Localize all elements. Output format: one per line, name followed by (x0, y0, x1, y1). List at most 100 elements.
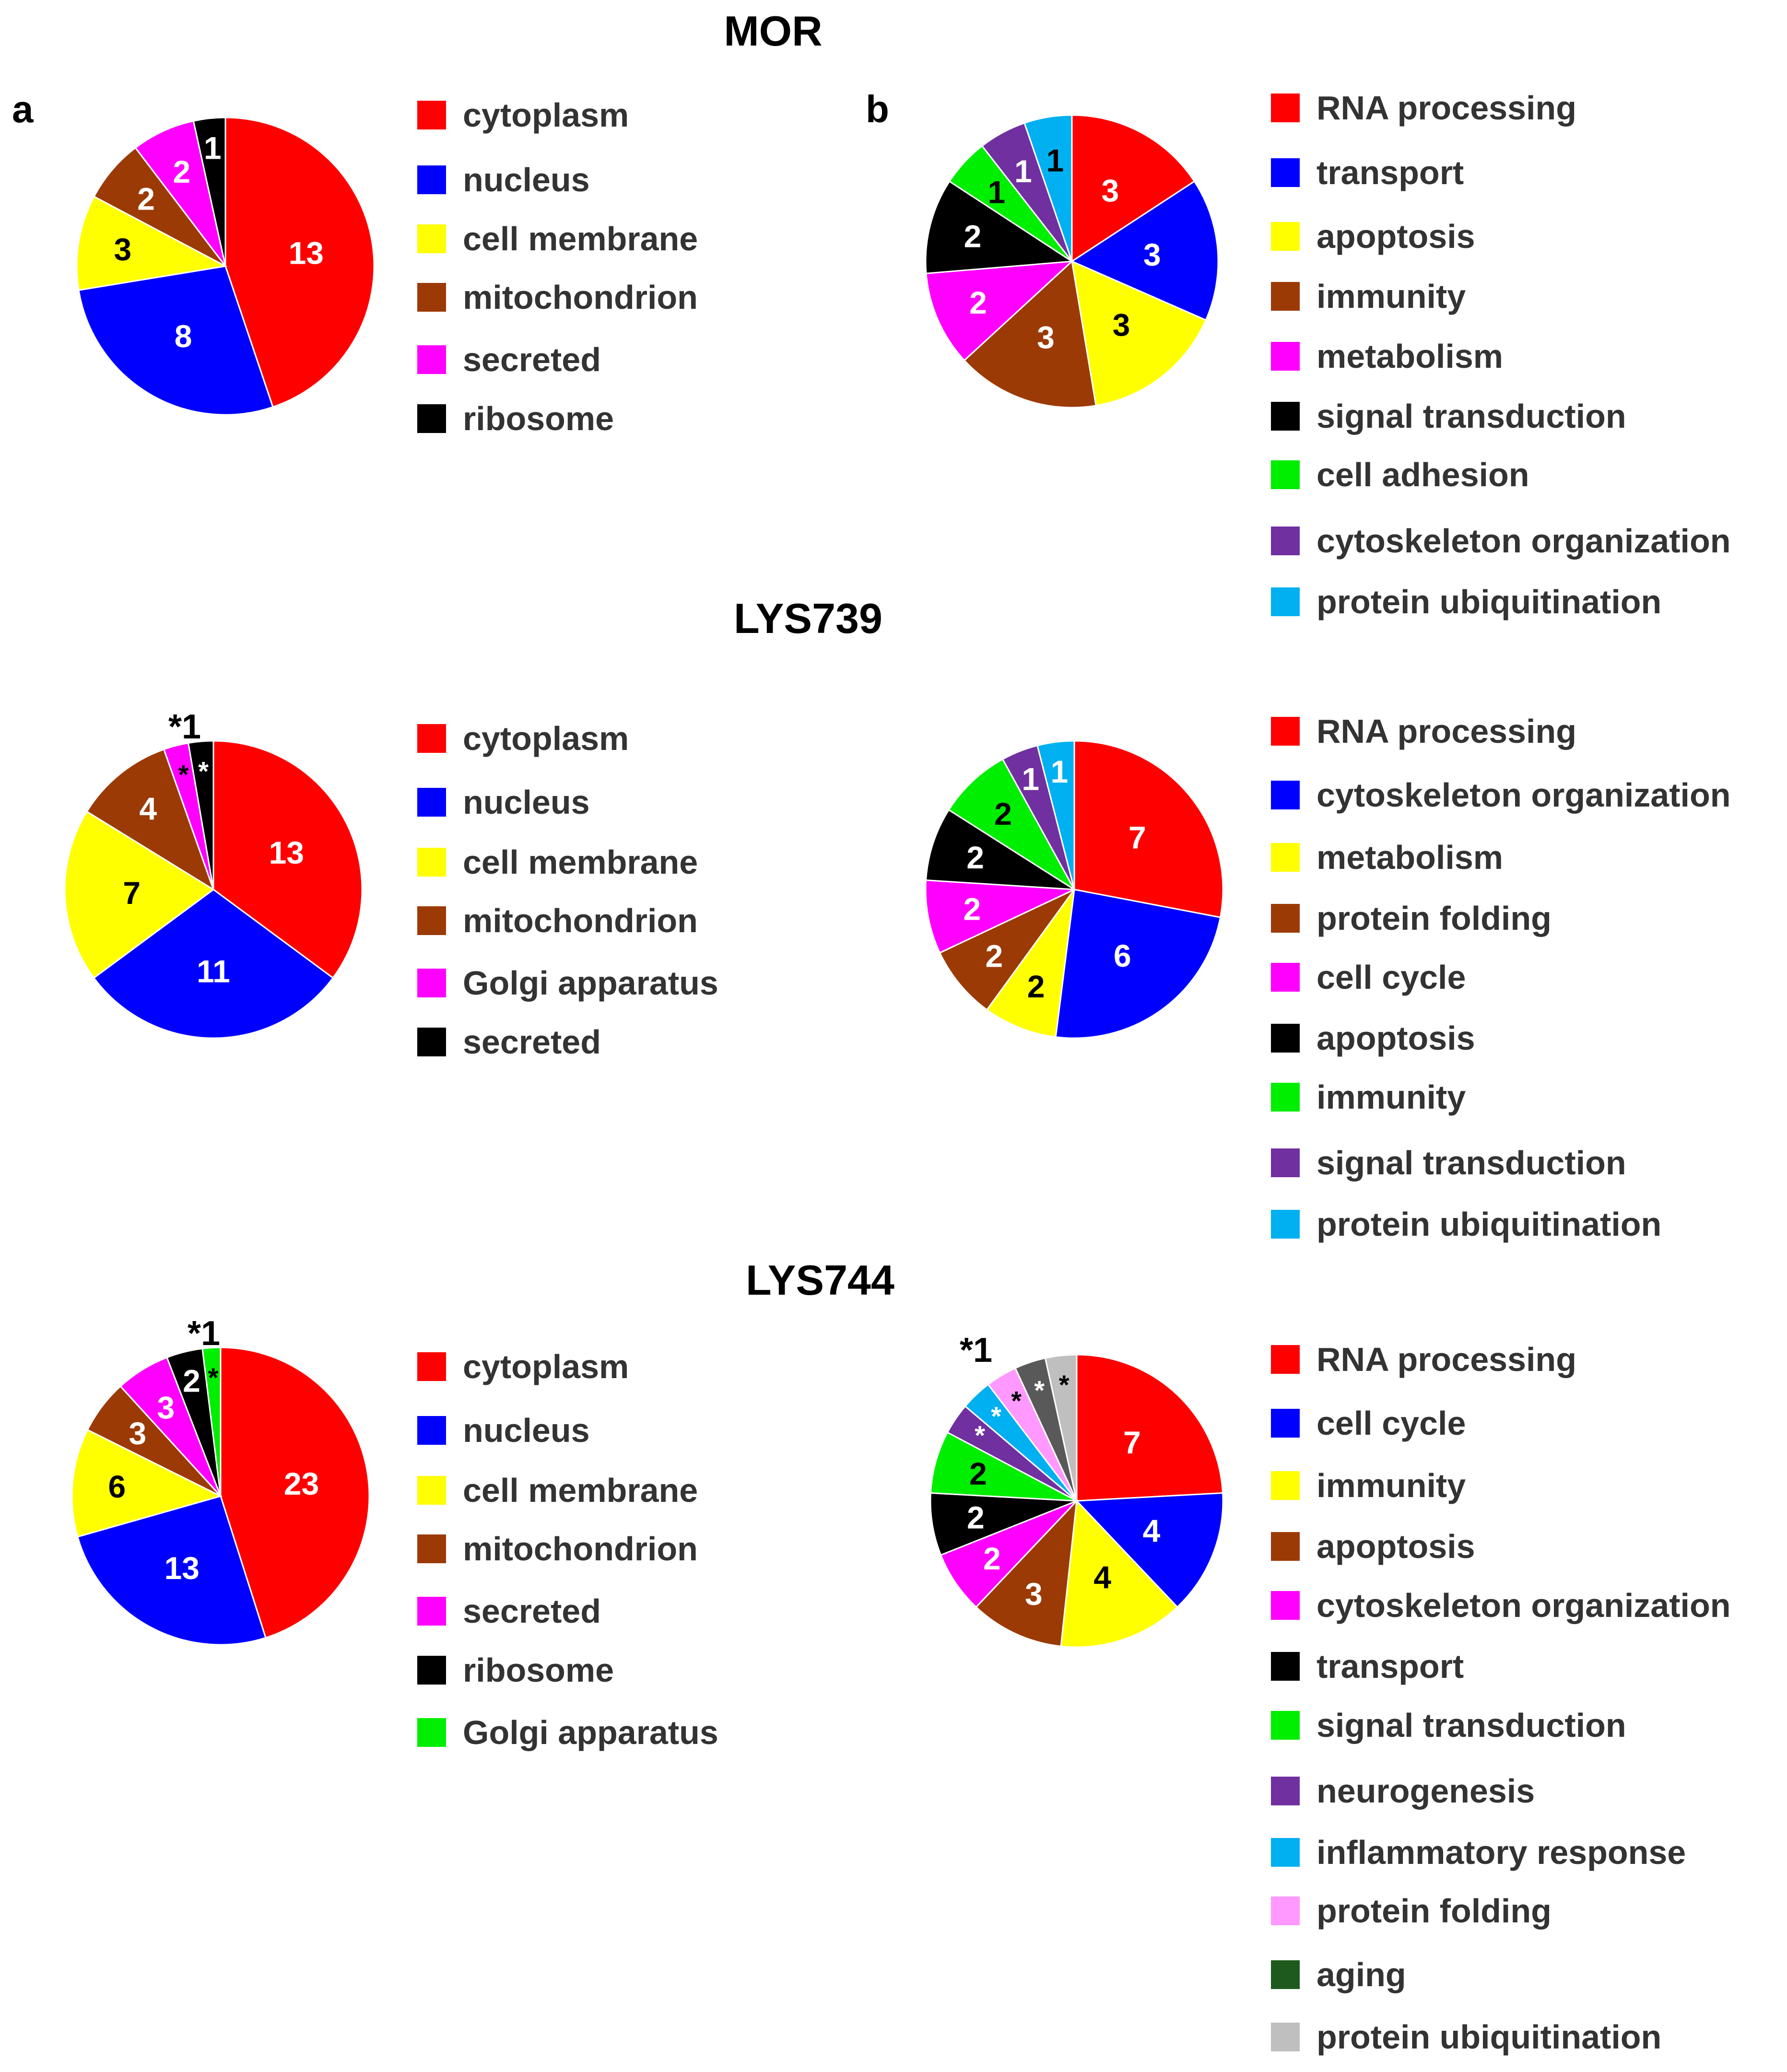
legend-label-signal-transduction: signal transduction (1317, 1144, 1626, 1182)
pie-slice-cell-membrane (71, 1428, 223, 1538)
slice-value-cell-cycle: 2 (963, 891, 981, 927)
legend-swatch-neurogenesis (1271, 1777, 1300, 1805)
legend-label-cytoskeleton-organization: cytoskeleton organization (1317, 776, 1730, 814)
group-title-lys739: LYS739 (734, 595, 882, 642)
slice-value-golgi-apparatus: * (208, 1362, 219, 1393)
pie-slice-rna-processing (1073, 740, 1224, 918)
legend-swatch-secreted (417, 345, 446, 374)
slice-value-nucleus: 13 (165, 1550, 200, 1586)
legend-swatch-mitochondrion (417, 1534, 446, 1563)
legend-swatch-cell-membrane (417, 848, 446, 877)
slice-value-cytoskeleton-organization: 6 (1114, 938, 1131, 973)
legend-label-transport: transport (1317, 154, 1464, 191)
legend-label-secreted: secreted (463, 1023, 601, 1061)
legend-swatch-rna-processing (1271, 717, 1300, 746)
slice-value-protein-folding: 2 (985, 938, 1003, 973)
legend-label-metabolism: metabolism (1317, 338, 1503, 375)
slice-value-protein-ubiquitination: * (1059, 1370, 1070, 1400)
pie-slice-metabolism (925, 260, 1074, 362)
pie-slice-cytoskeleton-organization (940, 1500, 1078, 1608)
slice-value-cytoskeleton-organization: 1 (1014, 153, 1032, 189)
slice-value-apoptosis: 2 (966, 840, 984, 875)
pie-slice-nucleus (78, 265, 274, 416)
pie-slice-immunity (963, 260, 1097, 409)
legend-swatch-cytoskeleton-organization (1271, 781, 1300, 809)
legend-swatch-cytoplasm (417, 724, 446, 753)
legend-swatch-protein-ubiquitination (1271, 2023, 1300, 2051)
slice-value-secreted: 3 (157, 1390, 175, 1426)
pie-slice-metabolism (986, 889, 1075, 1038)
slice-value-cell-membrane: 6 (108, 1469, 126, 1504)
slice-value-cell-adhesion: 1 (988, 174, 1006, 210)
outside-note: *1 (188, 1314, 220, 1353)
legend-label-secreted: secreted (463, 1592, 601, 1630)
legend-label-secreted: secreted (463, 341, 601, 378)
slice-value-cell-membrane: 7 (123, 875, 141, 911)
legend-label-transport: transport (1317, 1648, 1464, 1685)
panel-label-b: b (866, 88, 889, 130)
legend-label-cell-cycle: cell cycle (1317, 1405, 1466, 1442)
pie-slice-cytoplasm (212, 740, 363, 979)
slice-value-transport: 2 (967, 1500, 985, 1535)
legend-label-nucleus: nucleus (463, 1412, 590, 1449)
legend-swatch-immunity (1271, 1083, 1300, 1112)
legend-label-protein-ubiquitination: protein ubiquitination (1317, 1206, 1661, 1243)
legend-label-inflammatory-response: inflammatory response (1317, 1834, 1686, 1871)
outside-note: *1 (960, 1331, 992, 1370)
pie-slice-cytoskeleton-organization (1055, 889, 1222, 1039)
legend-label-mitochondrion: mitochondrion (463, 902, 698, 939)
slice-value-immunity: 3 (1037, 320, 1055, 355)
legend-label-cytoplasm: cytoplasm (463, 1348, 629, 1385)
legend-label-cell-cycle: cell cycle (1317, 959, 1466, 996)
legend-swatch-ribosome (417, 404, 446, 433)
pie-slice-protein-ubiquitination (1023, 114, 1073, 262)
group-title-mor: MOR (724, 7, 822, 55)
legend-swatch-nucleus (417, 788, 446, 817)
slice-value-rna-processing: 7 (1123, 1425, 1141, 1460)
legend-label-mitochondrion: mitochondrion (463, 279, 698, 316)
slice-value-cell-cycle: 4 (1142, 1513, 1160, 1548)
pie-slice-protein-ubiquitination (1044, 1354, 1078, 1501)
legend-swatch-cell-membrane (417, 1476, 446, 1505)
legend-swatch-nucleus (417, 165, 446, 194)
slice-value-ribosome: 1 (204, 130, 222, 166)
legend-swatch-apoptosis (1271, 1532, 1300, 1561)
pie-slice-secreted (134, 120, 226, 267)
legend-swatch-nucleus (417, 1416, 446, 1445)
slice-value-apoptosis: 3 (1113, 307, 1130, 342)
pie-chart-mor-b: 3 RNA processing 3 transport 3 apoptosis 3 immu… (925, 89, 1730, 620)
slice-value-immunity: 4 (1093, 1559, 1111, 1595)
legend-swatch-metabolism (1271, 843, 1300, 872)
legend-label-cell-membrane: cell membrane (463, 220, 698, 258)
slice-value-metabolism: 2 (1027, 969, 1045, 1004)
pie-slice-ribosome (192, 117, 226, 267)
slice-value-cytoplasm: 13 (269, 835, 304, 870)
slice-value-secreted: * (198, 756, 209, 786)
legend-swatch-rna-processing (1271, 94, 1300, 122)
legend-swatch-ribosome (417, 1656, 446, 1685)
legend-swatch-apoptosis (1271, 222, 1300, 251)
legend-label-immunity: immunity (1317, 1467, 1466, 1504)
legend-label-signal-transduction: signal transduction (1317, 398, 1626, 435)
pie-slice-immunity (1060, 1499, 1178, 1648)
pie-slice-rna-processing (1076, 1354, 1224, 1502)
legend-label-mitochondrion: mitochondrion (463, 1530, 698, 1568)
pie-slice-apoptosis (925, 808, 1075, 890)
pie-chart-lys739-a: 13 cytoplasm 11 nucleus 7 cell membrane 4 mitoc… (64, 708, 718, 1061)
legend-swatch-cell-cycle (1271, 1409, 1300, 1438)
slice-value-ribosome: 2 (183, 1363, 200, 1399)
pie-slice-nucleus (93, 889, 334, 1039)
legend-swatch-cell-membrane (417, 224, 446, 253)
pie-slice-cell-membrane (64, 810, 215, 979)
legend-label-nucleus: nucleus (463, 784, 590, 821)
legend-swatch-inflammatory-response (1271, 1838, 1300, 1867)
legend-swatch-cytoplasm (417, 101, 446, 129)
legend-label-ribosome: ribosome (463, 400, 614, 437)
legend-label-rna-processing: RNA processing (1317, 713, 1576, 750)
slice-value-neurogenesis: * (975, 1420, 985, 1451)
slice-value-inflammatory-response: * (991, 1401, 1001, 1431)
slice-value-signal-transduction: 1 (1022, 761, 1039, 796)
legend-swatch-signal-transduction (1271, 1711, 1300, 1740)
legend-label-protein-folding: protein folding (1317, 900, 1552, 937)
legend-swatch-immunity (1271, 1471, 1300, 1500)
